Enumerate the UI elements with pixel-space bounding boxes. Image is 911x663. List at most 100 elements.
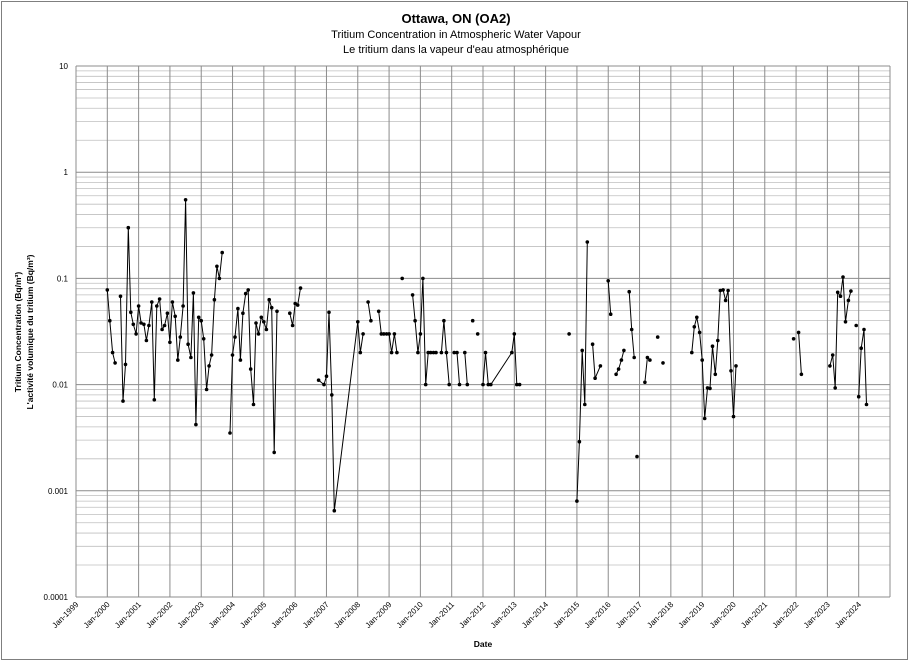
data-point [236, 306, 240, 311]
data-point [209, 353, 214, 357]
data-point [854, 323, 858, 328]
x-tick-label: Jan-2004 [207, 600, 237, 630]
data-point [129, 310, 133, 315]
series-segment [454, 352, 460, 385]
series-segment [378, 311, 398, 353]
data-point [726, 288, 730, 293]
x-tick-label: Jan-2021 [739, 600, 769, 630]
data-point [201, 337, 206, 341]
data-point [614, 372, 618, 377]
data-point [186, 342, 190, 347]
y-tick-label: 1 [64, 168, 69, 177]
data-point [846, 298, 851, 303]
data-point [512, 332, 517, 336]
x-tick-label: Jan-2009 [364, 600, 394, 630]
data-point [862, 327, 866, 332]
data-point [157, 297, 162, 301]
data-point [358, 350, 363, 355]
y-tick-label: 0.001 [48, 487, 69, 496]
data-point [629, 327, 634, 332]
data-point [147, 323, 151, 328]
series-segment [482, 333, 520, 386]
data-point [864, 402, 869, 407]
data-point [387, 332, 391, 336]
x-tick-label: Jan-2012 [457, 600, 487, 630]
data-point [835, 290, 840, 295]
y-axis-label-en: Tritium Concentration (Bq/m³) [13, 272, 23, 393]
data-point [799, 372, 804, 377]
data-point [126, 225, 131, 230]
data-point [475, 332, 480, 336]
series-segment [592, 344, 601, 379]
data-point [593, 376, 597, 381]
x-tick-label: Jan-2018 [645, 600, 675, 630]
data-point [246, 288, 250, 292]
data-point [204, 387, 209, 392]
data-point [697, 330, 702, 335]
series-segment [412, 278, 436, 385]
data-point [585, 240, 590, 244]
series-segment [318, 312, 364, 511]
data-point [298, 286, 303, 290]
data-point [481, 382, 485, 387]
x-tick-label: Jan-2023 [802, 600, 832, 630]
x-tick-label: Jan-2016 [583, 600, 613, 630]
series-segment [440, 320, 450, 385]
data-point [627, 289, 631, 294]
data-point [142, 322, 146, 327]
x-tick-label: Jan-2000 [82, 600, 112, 630]
data-point [217, 276, 222, 281]
data-point [322, 382, 326, 387]
data-point [655, 335, 660, 339]
data-point [369, 318, 373, 323]
data-point [447, 382, 452, 387]
x-tick-label: Jan-2006 [270, 600, 300, 630]
data-point [243, 291, 248, 296]
data-point [290, 323, 295, 328]
x-tick-label: Jan-2005 [238, 600, 268, 630]
data-point [721, 288, 725, 292]
x-tick-label: Jan-2024 [833, 600, 863, 630]
x-tick-label: Jan-2002 [144, 600, 174, 630]
data-point [619, 358, 624, 362]
data-point [465, 382, 470, 387]
data-point [583, 402, 587, 407]
series-segment [120, 199, 223, 425]
data-point [241, 311, 245, 316]
data-point [648, 358, 652, 362]
data-point [366, 300, 370, 304]
series-segment [615, 350, 625, 375]
data-point [254, 321, 258, 325]
data-point [410, 293, 415, 297]
data-point [256, 332, 261, 336]
data-point [199, 318, 203, 323]
data-point [295, 303, 300, 307]
data-point [316, 378, 321, 383]
x-tick-label: Jan-2010 [395, 600, 425, 630]
data-point [515, 382, 519, 387]
data-point [413, 318, 417, 323]
x-tick-label: Jan-2011 [427, 600, 457, 630]
y-tick-label: 0.0001 [44, 593, 69, 602]
data-point [452, 350, 457, 355]
data-point [189, 355, 193, 360]
data-point [643, 380, 647, 385]
series-segment [576, 241, 588, 502]
data-point [843, 320, 848, 324]
data-point [700, 358, 704, 362]
data-point [207, 364, 211, 368]
data-point [248, 367, 253, 371]
x-axis-label: Date [474, 639, 493, 649]
x-tick-label: Jan-2015 [551, 600, 581, 630]
x-tick-label: Jan-2013 [489, 600, 519, 630]
data-point [108, 318, 112, 323]
data-point [577, 439, 582, 444]
data-point [702, 416, 707, 421]
series-points [105, 198, 869, 513]
data-point [123, 362, 128, 367]
series-segment [229, 288, 278, 453]
data-point [233, 335, 237, 339]
data-point [442, 318, 446, 323]
data-point [150, 300, 154, 304]
